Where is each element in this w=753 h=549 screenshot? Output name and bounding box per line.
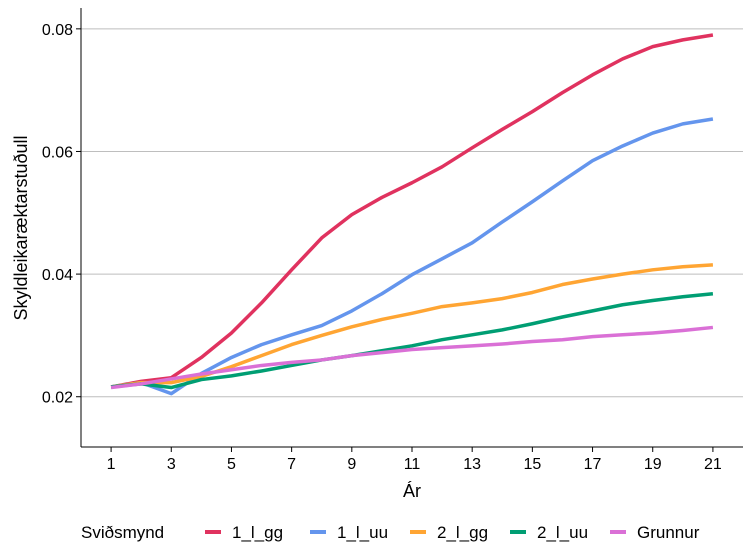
x-tick-label: 1: [107, 456, 116, 473]
y-tick-label: 0.04: [42, 267, 73, 284]
gridlines: [81, 28, 743, 398]
x-tick-label: 11: [404, 456, 421, 473]
series-line-2_l_uu: [110, 291, 714, 390]
series-lines: [110, 33, 714, 396]
legend: Sviðsmynd 1_l_gg 1_l_uu 2_l_gg 2_l_uu Grunnu…: [81, 523, 700, 542]
legend-label: 1_l_gg: [232, 523, 283, 542]
series-line-Grunnur: [110, 325, 714, 390]
x-tick-label: 5: [227, 456, 236, 473]
legend-label: Grunnur: [637, 523, 700, 542]
y-tick-label: 0.02: [42, 390, 73, 407]
x-tick-label: 15: [523, 456, 541, 473]
x-tick-label: 19: [644, 456, 662, 473]
legend-label: 2_l_gg: [437, 523, 488, 542]
legend-title: Sviðsmynd: [81, 523, 164, 542]
series-line-2_l_gg: [110, 263, 714, 389]
y-tick-label: 0.06: [42, 144, 73, 161]
x-ticks: 1 3 5 7 9 11 13 15 17 19 21: [107, 447, 722, 473]
x-tick-label: 17: [584, 456, 602, 473]
x-tick-label: 7: [287, 456, 296, 473]
legend-label: 2_l_uu: [537, 523, 588, 542]
x-tick-label: 21: [704, 456, 722, 473]
y-ticks: 0.02 0.04 0.06 0.08: [42, 22, 81, 407]
x-tick-label: 13: [463, 456, 481, 473]
y-axis-title: Skyldleikaræktarstuðull: [11, 135, 31, 320]
x-axis-title: Ár: [403, 481, 421, 501]
y-tick-label: 0.08: [42, 22, 73, 39]
legend-label: 1_l_uu: [337, 523, 388, 542]
series-line-1_l_uu: [110, 117, 714, 396]
x-tick-label: 9: [347, 456, 356, 473]
series-line-1_l_gg: [110, 33, 714, 389]
x-tick-label: 3: [167, 456, 176, 473]
